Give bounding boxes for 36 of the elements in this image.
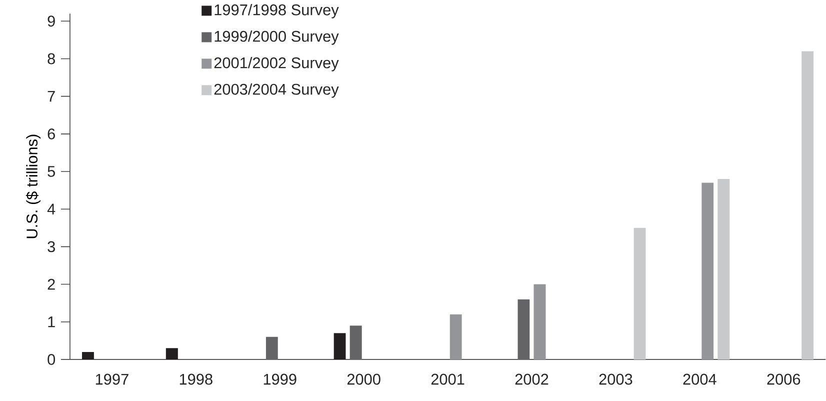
bar <box>334 332 346 360</box>
y-axis-title: U.S. ($ trillions) <box>26 134 41 238</box>
bar <box>802 51 814 360</box>
x-tick-label: 2006 <box>767 374 800 385</box>
x-tick-label: 2003 <box>599 374 632 385</box>
y-tick-label: 5 <box>48 166 55 177</box>
y-tick-label: 0 <box>48 354 56 365</box>
bar <box>82 352 94 360</box>
bar <box>702 182 714 360</box>
x-tick-label: 1999 <box>264 374 296 385</box>
legend-label: 2003/2004 Survey <box>214 83 339 98</box>
y-tick-label: 3 <box>48 241 55 252</box>
x-tick-label: 1998 <box>180 374 212 385</box>
y-tick-label: 8 <box>48 53 55 64</box>
y-tick-label: 4 <box>47 204 56 214</box>
y-tick-label: 6 <box>48 128 55 140</box>
x-tick-label: 1997 <box>96 374 128 385</box>
bar <box>534 284 546 360</box>
bar <box>350 325 362 360</box>
legend-label: 1999/2000 Survey <box>214 30 339 45</box>
x-tick-label: 2002 <box>515 374 548 385</box>
y-tick-label: 9 <box>48 15 55 26</box>
bar <box>718 178 730 360</box>
y-tick-label: 2 <box>48 278 55 290</box>
bar <box>450 314 462 360</box>
legend-label: 1997/1998 Survey <box>214 4 339 18</box>
bar <box>634 228 646 360</box>
y-tick-label: 7 <box>48 90 55 102</box>
x-tick-label: 2000 <box>347 374 380 385</box>
bar <box>518 299 530 360</box>
y-tick-label: 1 <box>48 316 55 327</box>
bar <box>266 336 278 360</box>
x-tick-label: 2001 <box>431 374 464 385</box>
x-tick-label: 2004 <box>683 374 716 385</box>
bar <box>166 348 178 360</box>
legend-label: 2001/2002 Survey <box>214 56 339 72</box>
